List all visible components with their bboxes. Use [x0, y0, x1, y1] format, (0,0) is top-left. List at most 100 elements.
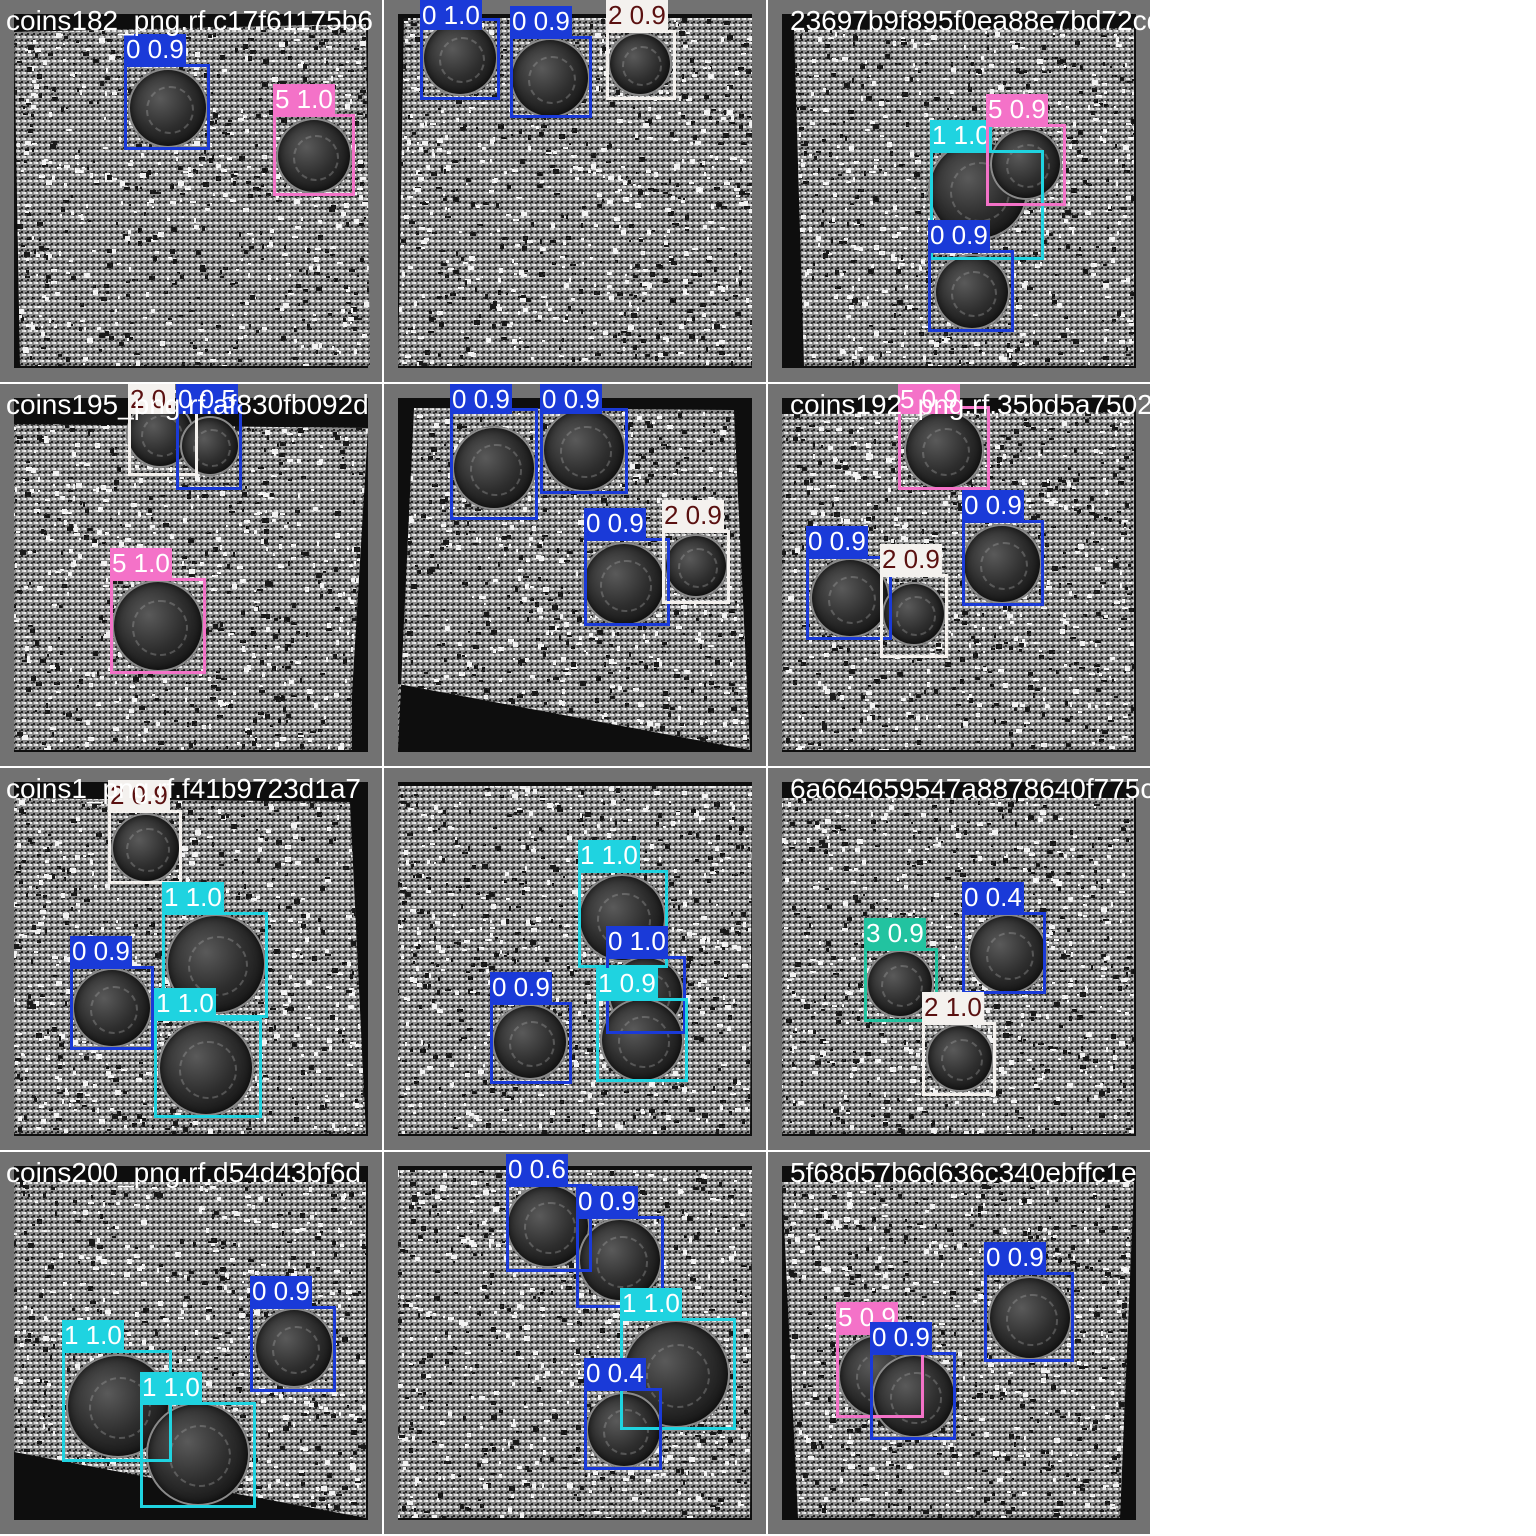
coin: [810, 558, 890, 638]
coin: [990, 128, 1062, 200]
image-tile: 1 1.0 5 0.9 0 0.9: [768, 0, 1150, 382]
bounding-box: [922, 1022, 996, 1096]
image-filename: coins195_png.rf.af830fb092d: [6, 389, 369, 420]
image-tile: 0 0.9 5 0.9 0 0.9: [768, 1152, 1150, 1534]
coin: [111, 813, 181, 883]
detection-label: 0 0.9: [962, 490, 1024, 520]
detection-label: 0 0.9: [450, 384, 512, 414]
detection-label: 0 0.9: [540, 384, 602, 414]
image-filename: 5f68d57b6d636c340ebffc1e: [790, 1157, 1137, 1188]
detection-label: 0 0.6: [506, 1154, 568, 1184]
coin: [254, 1308, 334, 1388]
bounding-box: [596, 998, 688, 1082]
coin: [276, 118, 352, 194]
bounding-box: [662, 530, 730, 604]
image-filename: 23697b9f895f0ea88e7bd72cd7cc415a1dbe8bb7…: [790, 5, 1424, 36]
detection-label: 1 1.0: [162, 882, 224, 912]
bounding-box: [806, 556, 892, 640]
bounding-box: [584, 538, 670, 626]
detection-label: 1 1.0: [620, 1288, 682, 1318]
noise-field: [398, 1166, 752, 1520]
bounding-box: [986, 124, 1066, 206]
detection-label: 5 0.9: [986, 94, 1048, 124]
detection-label: 0 0.9: [510, 6, 572, 36]
detection-label: 0 1.0: [606, 926, 668, 956]
coin: [492, 1004, 568, 1080]
bounding-box: [962, 520, 1044, 606]
bounding-box: [870, 1352, 956, 1440]
coin: [934, 254, 1010, 330]
image-filename: coins1_png.rf.f41b9723d1a7: [6, 773, 361, 804]
coin: [146, 1402, 250, 1506]
detection-label: 2 0.9: [606, 0, 668, 30]
detection-label: 0 0.9: [984, 1242, 1046, 1272]
bounding-box: [606, 30, 676, 100]
detection-label: 2 1.0: [922, 992, 984, 1022]
detection-label: 0 0.9: [584, 508, 646, 538]
detection-label: 0 0.4: [584, 1358, 646, 1388]
image-tile: 1 1.0 0 1.0 1 0.9 0 0.9: [384, 768, 766, 1150]
image-tile: 2 0.9 1 1.0 0 0.9 1 1.0: [0, 768, 382, 1150]
detection-label: 5 1.0: [110, 548, 172, 578]
detection-label: 2 0.9: [880, 544, 942, 574]
bounding-box: [506, 1184, 592, 1272]
coin: [962, 524, 1042, 604]
detection-label: 0 0.9: [490, 972, 552, 1002]
detection-label: 0 0.9: [870, 1322, 932, 1352]
bounding-box: [62, 1350, 172, 1462]
bounding-box: [510, 36, 592, 118]
coin: [988, 1276, 1072, 1360]
bounding-box: [864, 948, 938, 1022]
detection-label: 1 1.0: [140, 1372, 202, 1402]
detection-label: 0 0.5: [176, 384, 238, 414]
bounding-box: [540, 408, 628, 494]
detection-label: 0 0.9: [70, 936, 132, 966]
image-tile: 0 0.9 5 1.0: [0, 0, 382, 382]
image-tile: 0 0.6 0 0.9 1 1.0 0 0.4: [384, 1152, 766, 1534]
bounding-box: [140, 1402, 256, 1508]
image-filename: coins192_png.rf.35bd5a7502bc2f48d153aefd…: [790, 389, 1370, 420]
detection-label: 1 1.0: [154, 988, 216, 1018]
detection-label: 1 1.0: [578, 840, 640, 870]
coin: [158, 1020, 254, 1116]
bounding-box: [420, 18, 500, 100]
detection-label: 0 0.9: [250, 1276, 312, 1306]
detection-label: 2 0.9: [662, 500, 724, 530]
coin: [600, 998, 684, 1082]
detection-label: 0 1.0: [420, 0, 482, 30]
bounding-box: [110, 578, 206, 674]
detection-label: 3 0.9: [864, 918, 926, 948]
noise-field: [398, 782, 752, 1136]
coin: [968, 914, 1048, 994]
detection-label: 0 0.9: [928, 220, 990, 250]
coin: [586, 1392, 662, 1468]
image-tile: 0 0.4 3 0.9 2 1.0: [768, 768, 1150, 1150]
detection-label: 2 0.: [128, 384, 176, 414]
coin: [510, 38, 590, 118]
detection-label: 0 0.9: [806, 526, 868, 556]
bounding-box: [962, 912, 1046, 994]
bounding-box: [154, 1018, 262, 1118]
bounding-box: [984, 1272, 1074, 1362]
coin: [608, 32, 672, 96]
bounding-box: [928, 250, 1014, 332]
image-tile: 0 1.0 0 0.9 2 0.9: [384, 0, 766, 382]
bounding-box: [880, 574, 948, 658]
detection-label: 1 1.0: [62, 1320, 124, 1350]
bounding-box: [108, 810, 182, 884]
bounding-box: [490, 1002, 572, 1084]
bounding-box: [70, 966, 154, 1050]
image-filename: 6a664659547a8878640f775c7: [790, 773, 1170, 804]
bounding-box: [584, 1388, 662, 1470]
detection-label: 0 0.4: [962, 882, 1024, 912]
image-tile: 5 0.9 0 0.9 0 0.9 2 0.9: [768, 384, 1150, 766]
image-filename: coins200_png.rf.d54d43bf6d: [6, 1157, 361, 1188]
bounding-box: [578, 870, 668, 968]
coin: [926, 1024, 994, 1092]
coin: [882, 582, 946, 646]
image-filename: coins182_png.rf.c17f61175b6: [6, 5, 373, 36]
coin: [664, 534, 728, 598]
coin: [72, 968, 152, 1048]
detection-label: 0 0.9: [576, 1186, 638, 1216]
